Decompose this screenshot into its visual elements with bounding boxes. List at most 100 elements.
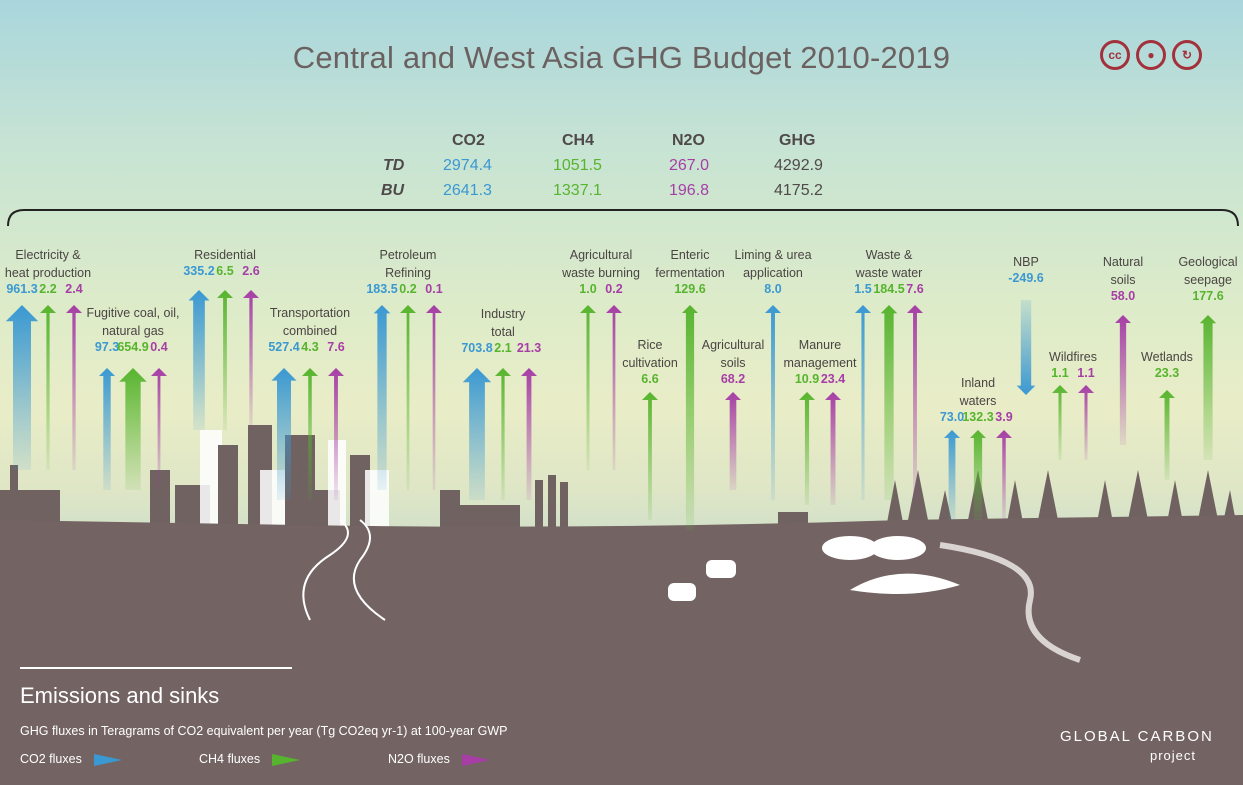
summary-value: 4175.2	[774, 182, 823, 199]
flux-label: Agricultural soils	[673, 336, 793, 372]
flux-value-n2o: 0.2	[605, 282, 623, 296]
flux-value-ch4: 1.1	[1051, 366, 1069, 380]
flux-arrow-n2o	[907, 305, 923, 500]
flux-label-line: Residential	[194, 248, 256, 262]
flux-value-ch4: 4.3	[301, 340, 319, 354]
flux-arrow-n2o	[243, 290, 259, 430]
flux-label: Manure management	[760, 336, 880, 372]
flux-value-ch4: 6.5	[216, 264, 234, 278]
flux-value-ch4: 1.0	[579, 282, 597, 296]
flux-label-line: application	[743, 266, 803, 280]
sa-icon: ↻	[1172, 40, 1202, 70]
flux-value-co2: 335.2	[183, 264, 215, 278]
summary-value: 1337.1	[553, 182, 602, 199]
flux-value-co2: 527.4	[268, 340, 300, 354]
flux-arrow-co2	[855, 305, 871, 500]
flux-value-ch4: 2.2	[39, 282, 57, 296]
flux-arrow-ch4	[970, 430, 986, 520]
flux-value-n2o: 2.6	[242, 264, 260, 278]
flux-label-line: Agricultural	[701, 338, 765, 352]
flux-label-line: Geological	[1178, 255, 1238, 269]
legend-item-label: CO2 fluxes	[20, 752, 82, 766]
flux-label: Industry total	[443, 305, 563, 341]
flux-value-n2o: 0.1	[425, 282, 443, 296]
flux-label-line: Rice	[637, 338, 663, 352]
flux-label: Transportation combined	[250, 304, 370, 340]
flux-label: Liming & urea application	[713, 246, 833, 282]
flux-value-n2o: 21.3	[516, 341, 542, 355]
flux-label-line: Petroleum	[379, 248, 437, 262]
flux-arrow-n2o	[1078, 385, 1094, 460]
flux-arrow-co2	[5, 305, 39, 470]
summary-value: 267.0	[669, 157, 710, 174]
flux-label: Petroleum Refining	[348, 246, 468, 282]
flux-value-ch4: 132.3	[962, 410, 994, 424]
flux-label-line: soils	[720, 356, 746, 370]
flux-label-line: Wildfires	[1049, 350, 1097, 364]
cc-icon: cc	[1100, 40, 1130, 70]
flux-value-co2: -249.6	[1008, 271, 1044, 285]
by-icon: ●	[1136, 40, 1166, 70]
flux-label: Wetlands	[1107, 348, 1227, 366]
legend-item: N2O fluxes	[388, 752, 490, 766]
legend-item: CO2 fluxes	[20, 752, 122, 766]
flux-value-n2o: 58.0	[1110, 289, 1136, 303]
flux-label-line: Refining	[385, 266, 431, 280]
flux-label-line: total	[491, 325, 515, 339]
flux-label: Residential	[165, 246, 285, 264]
flux-value-n2o: 7.6	[327, 340, 345, 354]
flux-value-co2: 97.3	[94, 340, 120, 354]
flux-label-line: fermentation	[655, 266, 725, 280]
flux-value-co2: 183.5	[366, 282, 398, 296]
flux-label-line: Inland	[960, 376, 996, 390]
flux-arrow-ch4	[302, 368, 318, 500]
treatment-tank	[822, 536, 878, 560]
summary-value: 2641.3	[443, 182, 492, 199]
flux-label: Inland waters	[918, 374, 1038, 410]
flux-label-line: soils	[1110, 273, 1136, 287]
flux-value-n2o: 7.6	[906, 282, 924, 296]
summary-row-label: TD	[383, 157, 405, 174]
flux-value-co2: 703.8	[461, 341, 493, 355]
flux-label: NBP	[966, 253, 1086, 271]
flux-arrow-co2	[944, 430, 960, 520]
flux-arrow-ch4	[40, 305, 56, 470]
flux-value-ch4: 10.9	[794, 372, 820, 386]
summary-header-co2: CO2	[452, 132, 485, 149]
license-icons: cc ● ↻	[1100, 40, 1202, 70]
flux-value-ch4: 6.6	[641, 372, 659, 386]
flux-value-ch4: 23.3	[1154, 366, 1180, 380]
flux-value-co2: 73.0	[939, 410, 965, 424]
brand-name: GLOBAL CARBON	[1060, 728, 1214, 745]
flux-label-line: cultivation	[622, 356, 678, 370]
flux-arrow-n2o	[825, 392, 841, 505]
flux-label: Waste & waste water	[829, 246, 949, 282]
flux-arrow-co2	[271, 368, 297, 500]
flux-value-ch4: 2.1	[494, 341, 512, 355]
summary-header-n2o: N2O	[672, 132, 705, 149]
flux-label-line: management	[783, 356, 857, 370]
legend-swatch-n2o	[461, 753, 490, 766]
flux-arrow-ch4	[682, 305, 698, 530]
flux-label: Agricultural waste burning	[541, 246, 661, 282]
summary-value: 1051.5	[553, 157, 602, 174]
flux-value-co2: 961.3	[6, 282, 38, 296]
flux-label-line: Natural	[1102, 255, 1144, 269]
flux-label-line: Waste &	[865, 248, 913, 262]
flux-label-line: Liming & urea	[734, 248, 812, 262]
flux-label: Geological seepage	[1148, 253, 1243, 289]
flux-arrow-n2o	[328, 368, 344, 500]
legend-subtitle: GHG fluxes in Teragrams of CO2 equivalen…	[20, 724, 508, 738]
flux-arrow-ch4	[580, 305, 596, 470]
budget-bracket	[7, 209, 1239, 227]
flux-label-line: natural gas	[102, 324, 164, 338]
flux-arrow-co2	[188, 290, 210, 430]
flux-arrow-n2o	[1115, 315, 1131, 445]
cows	[668, 560, 736, 601]
brand-subname: project	[1150, 748, 1197, 763]
flux-arrow-ch4	[400, 305, 416, 490]
flux-label: Enteric fermentation	[630, 246, 750, 282]
flux-value-ch4: 0.2	[399, 282, 417, 296]
flux-value-ch4: 177.6	[1192, 289, 1224, 303]
